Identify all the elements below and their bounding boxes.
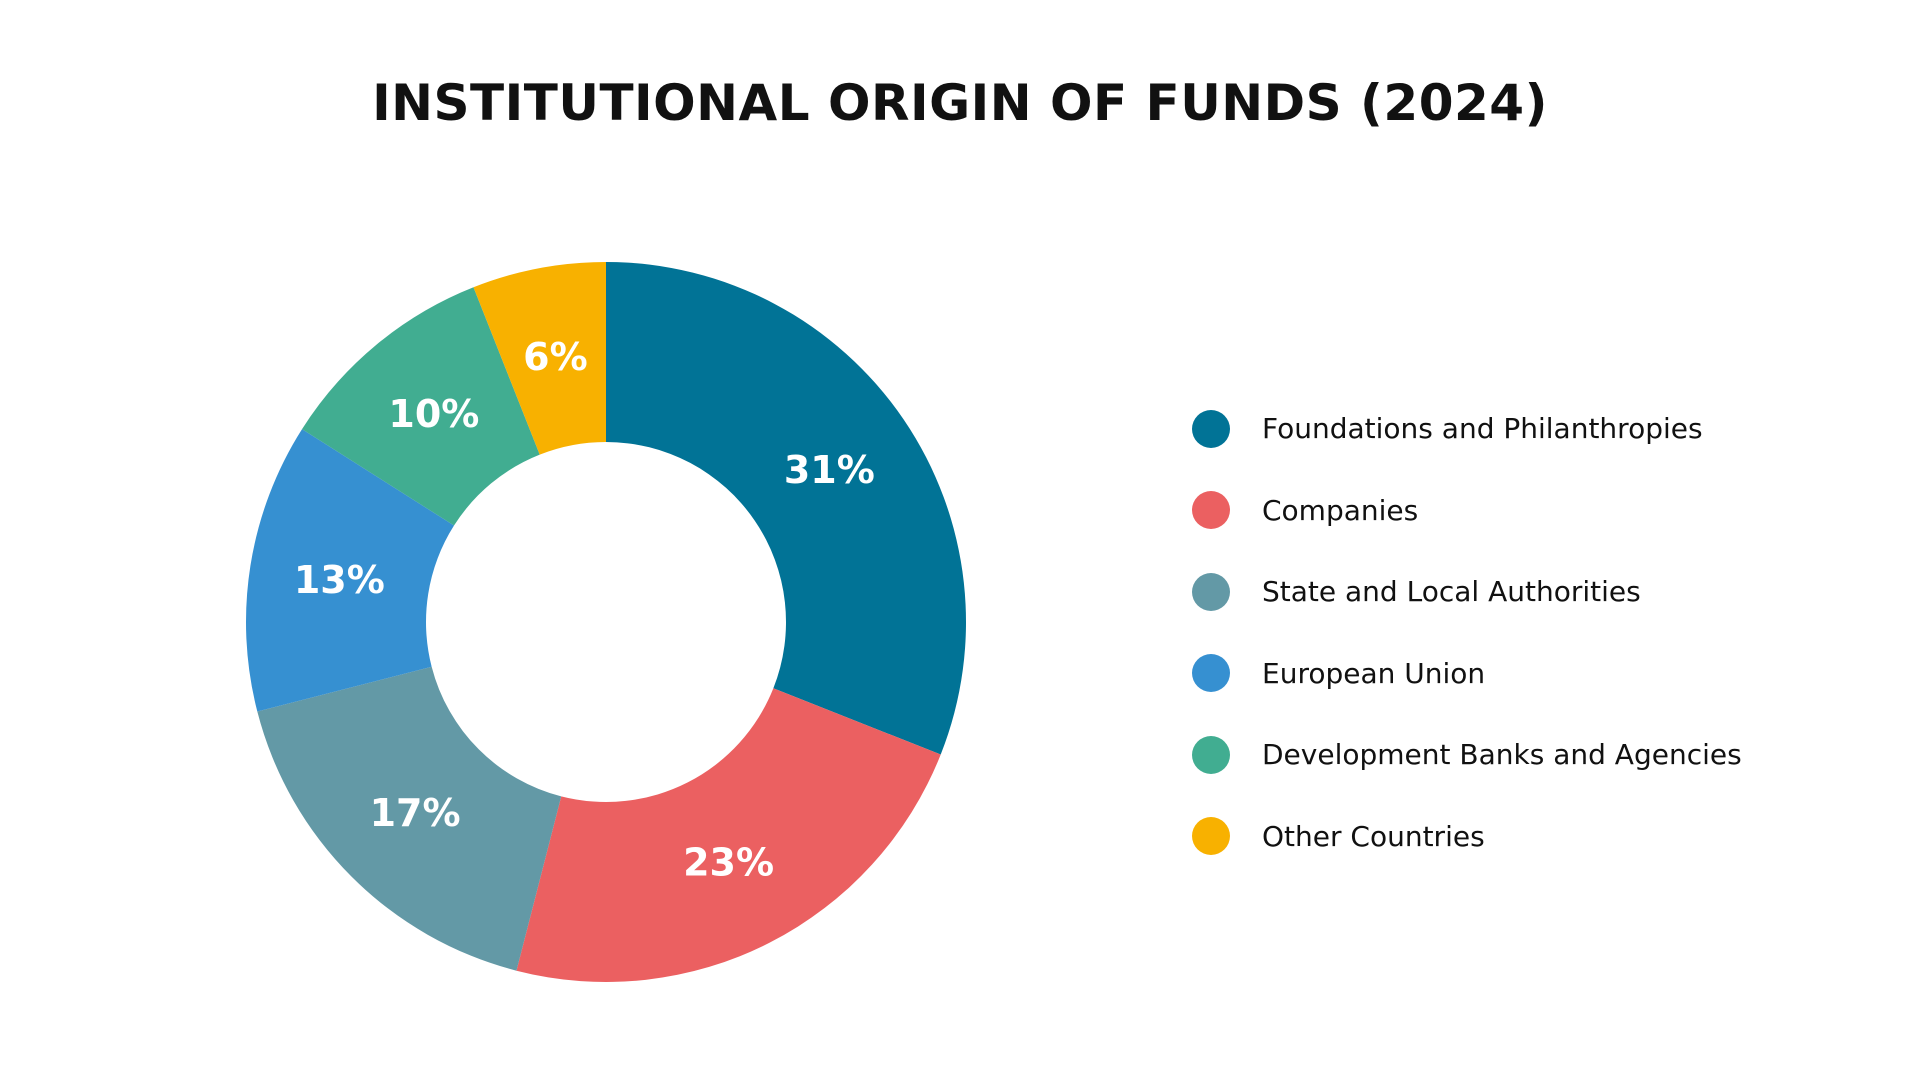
donut-slice bbox=[302, 287, 540, 526]
legend-item: European Union bbox=[1192, 633, 1742, 715]
donut-slice bbox=[516, 688, 941, 982]
legend-swatch bbox=[1192, 409, 1230, 448]
donut-slice bbox=[257, 666, 562, 971]
legend-item: Other Countries bbox=[1192, 796, 1742, 878]
donut-slice bbox=[246, 429, 455, 712]
slice-value-label: 6% bbox=[523, 335, 588, 379]
legend-swatch bbox=[1192, 735, 1230, 774]
legend-item: State and Local Authorities bbox=[1192, 551, 1742, 633]
slice-value-label: 17% bbox=[370, 791, 461, 835]
legend-swatch bbox=[1192, 491, 1230, 530]
donut-slices bbox=[246, 262, 966, 982]
legend-label: Foundations and Philanthropies bbox=[1262, 412, 1703, 446]
legend-label: Development Banks and Agencies bbox=[1262, 738, 1742, 772]
legend-swatch bbox=[1192, 654, 1230, 693]
legend-swatch bbox=[1192, 572, 1230, 611]
slice-value-label: 10% bbox=[388, 392, 479, 436]
legend-label: State and Local Authorities bbox=[1262, 575, 1641, 609]
legend-label: Companies bbox=[1262, 493, 1419, 527]
donut-slice bbox=[473, 262, 606, 455]
legend-label: European Union bbox=[1262, 656, 1486, 690]
slice-value-label: 31% bbox=[784, 448, 875, 492]
slice-value-label: 13% bbox=[294, 558, 385, 602]
donut-slice-labels: 31% 23% 17% 13% 10% 6% bbox=[294, 335, 875, 885]
legend-item: Development Banks and Agencies bbox=[1192, 714, 1742, 796]
legend-item: Foundations and Philanthropies bbox=[1192, 388, 1742, 470]
legend: Foundations and Philanthropies Companies S… bbox=[1192, 388, 1742, 877]
slice-value-label: 23% bbox=[683, 841, 774, 885]
legend-item: Companies bbox=[1192, 470, 1742, 552]
legend-swatch bbox=[1192, 817, 1230, 856]
donut-slice bbox=[606, 262, 966, 755]
chart-title: INSTITUTIONAL ORIGIN OF FUNDS (2024) bbox=[372, 74, 1548, 132]
legend-label: Other Countries bbox=[1262, 819, 1485, 853]
